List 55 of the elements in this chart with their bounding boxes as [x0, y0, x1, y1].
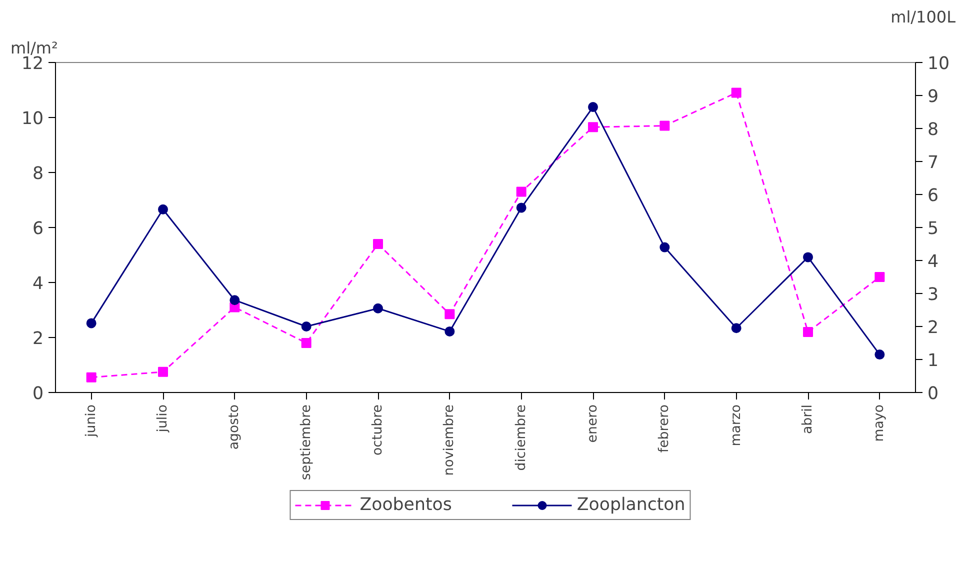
y-tick-label: 6 — [32, 219, 44, 239]
point — [588, 122, 598, 132]
point — [874, 272, 885, 282]
x-tick-label: junio — [84, 404, 99, 438]
legend-label: Zooplancton — [576, 495, 686, 515]
point — [660, 120, 670, 131]
point — [158, 204, 168, 214]
y-tick-label: 8 — [32, 164, 44, 184]
point — [86, 372, 96, 382]
x-tick-label: octubre — [370, 404, 386, 456]
x-tick-label: abril — [800, 404, 816, 434]
point — [516, 186, 526, 197]
point — [731, 323, 742, 334]
y2-tick-label: 9 — [928, 87, 939, 107]
point — [660, 242, 670, 252]
point — [301, 338, 312, 348]
point — [444, 309, 455, 320]
point — [373, 303, 383, 314]
x-tick-label: enero — [586, 404, 600, 443]
point — [803, 327, 813, 337]
y2-tick-label: 0 — [928, 384, 939, 404]
x-tick-label: mayo — [872, 404, 888, 442]
point — [158, 366, 168, 377]
point — [588, 102, 598, 112]
y2-tick-label: 4 — [928, 252, 939, 272]
y-tick-label: 10 — [21, 109, 44, 129]
point — [444, 326, 455, 336]
y2-tick-label: 6 — [928, 186, 939, 206]
legend-label: Zoobentos — [360, 495, 452, 515]
x-tick-label: febrero — [657, 404, 672, 453]
x-tick-label: diciembre — [514, 404, 529, 471]
y2-tick-label: 5 — [928, 219, 939, 239]
point — [803, 252, 813, 262]
x-tick-label: septiembre — [298, 404, 314, 480]
y-tick-label: 0 — [32, 384, 44, 404]
point — [731, 88, 742, 98]
y2-tick-label: 10 — [928, 54, 950, 74]
point — [86, 318, 96, 328]
x-tick-label: noviembre — [442, 404, 458, 476]
x-tick-label: julio — [156, 404, 170, 434]
y-tick-label: 2 — [32, 329, 44, 349]
point — [230, 295, 240, 306]
y2-tick-label: 3 — [928, 285, 939, 305]
point — [874, 350, 885, 360]
point — [373, 239, 383, 249]
x-tick-label: agosto — [227, 404, 242, 450]
point — [301, 322, 312, 332]
y2-tick-label: 7 — [928, 153, 939, 173]
x-tick-label: marzo — [728, 404, 744, 446]
y-tick-label: 4 — [32, 274, 44, 294]
y2-axis-title: ml/100L — [890, 8, 956, 26]
y2-tick-label: 2 — [928, 318, 939, 338]
y2-tick-label: 8 — [928, 120, 939, 140]
y2-tick-label: 1 — [928, 351, 939, 371]
point — [516, 202, 526, 213]
